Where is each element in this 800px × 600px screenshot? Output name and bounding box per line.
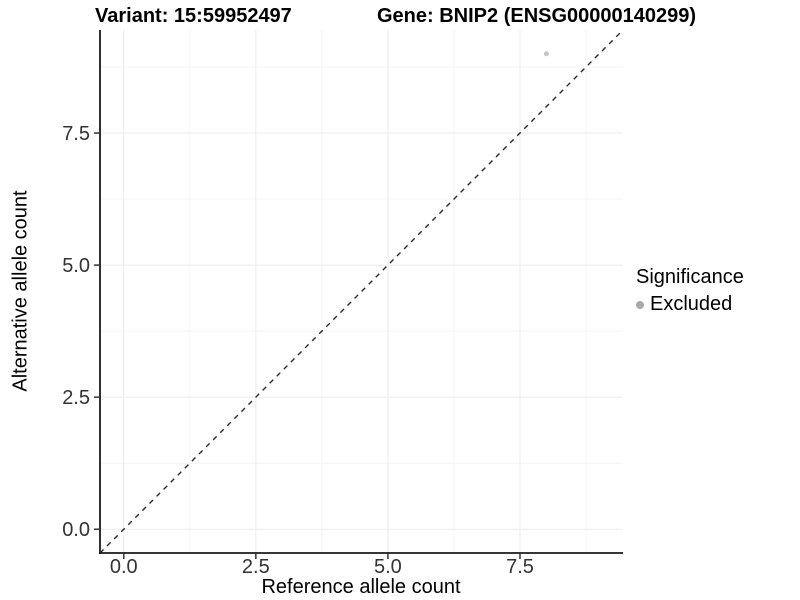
data-point <box>543 51 549 57</box>
plot-title-gene: Gene: BNIP2 (ENSG00000140299) <box>377 5 697 27</box>
legend-item-excluded: Excluded <box>636 293 744 316</box>
x-tick-label: 7.5 <box>506 556 534 578</box>
plot-title-variant: Variant: 15:59952497 <box>95 5 292 27</box>
y-tick-label: 2.5 <box>62 387 90 409</box>
y-axis-label: Alternative allele count <box>9 190 32 392</box>
legend-point-icon <box>636 300 644 309</box>
y-tick-label: 0.0 <box>62 519 90 541</box>
legend: Significance Excluded <box>636 266 744 316</box>
x-tick-label: 2.5 <box>242 556 270 578</box>
x-axis-label: Reference allele count <box>261 576 461 598</box>
x-tick-label: 5.0 <box>374 556 402 578</box>
legend-item-label: Excluded <box>650 293 733 315</box>
legend-title: Significance <box>636 266 744 288</box>
x-tick-label: 0.0 <box>110 556 138 578</box>
y-tick-label: 7.5 <box>62 123 90 145</box>
y-tick-label: 5.0 <box>62 255 90 277</box>
identity-dashed-line <box>99 29 624 554</box>
